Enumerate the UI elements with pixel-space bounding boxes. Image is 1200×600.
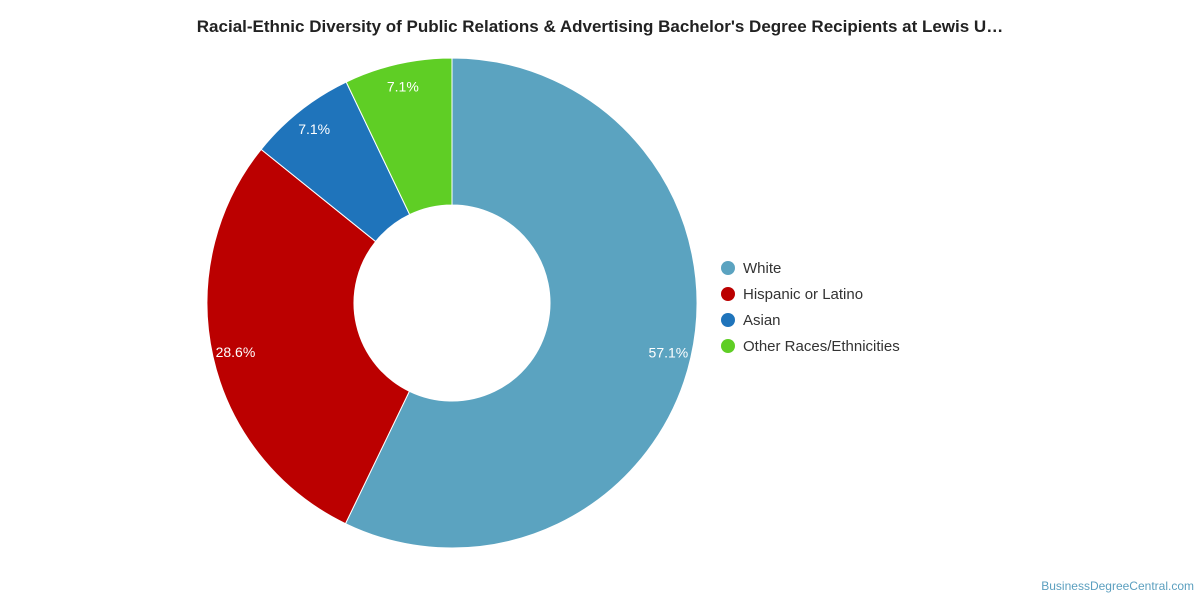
legend-swatch-1 [721, 287, 735, 301]
slice-1 [206, 148, 411, 525]
data-label-3: 7.1% [387, 79, 419, 95]
legend-swatch-3 [721, 339, 735, 353]
legend-swatch-0 [721, 261, 735, 275]
slices-group [206, 57, 698, 549]
slice-3 [345, 57, 453, 216]
data-label-1: 28.6% [216, 344, 256, 360]
legend-label-3: Other Races/Ethnicities [743, 337, 900, 355]
chart-title: Racial-Ethnic Diversity of Public Relati… [196, 17, 1004, 36]
data-label-0: 57.1% [649, 344, 689, 360]
legend-label-2: Asian [743, 311, 781, 329]
chart-legend: White Hispanic or Latino Asian Other Races/… [721, 255, 900, 359]
legend-label-1: Hispanic or Latino [743, 285, 864, 303]
legend-item-1[interactable]: Hispanic or Latino [721, 281, 900, 307]
legend-item-3[interactable]: Other Races/Ethnicities [721, 333, 900, 359]
legend-label-0: White [743, 259, 782, 277]
data-labels-group: 57.1% 28.6% 7.1% 7.1% [216, 79, 689, 361]
legend-swatch-2 [721, 313, 735, 327]
legend-item-2[interactable]: Asian [721, 307, 900, 333]
slice-0 [344, 57, 698, 549]
data-label-2: 7.1% [298, 121, 330, 137]
legend-item-0[interactable]: White [721, 255, 900, 281]
watermark: BusinessDegreeCentral.com [1041, 579, 1194, 593]
